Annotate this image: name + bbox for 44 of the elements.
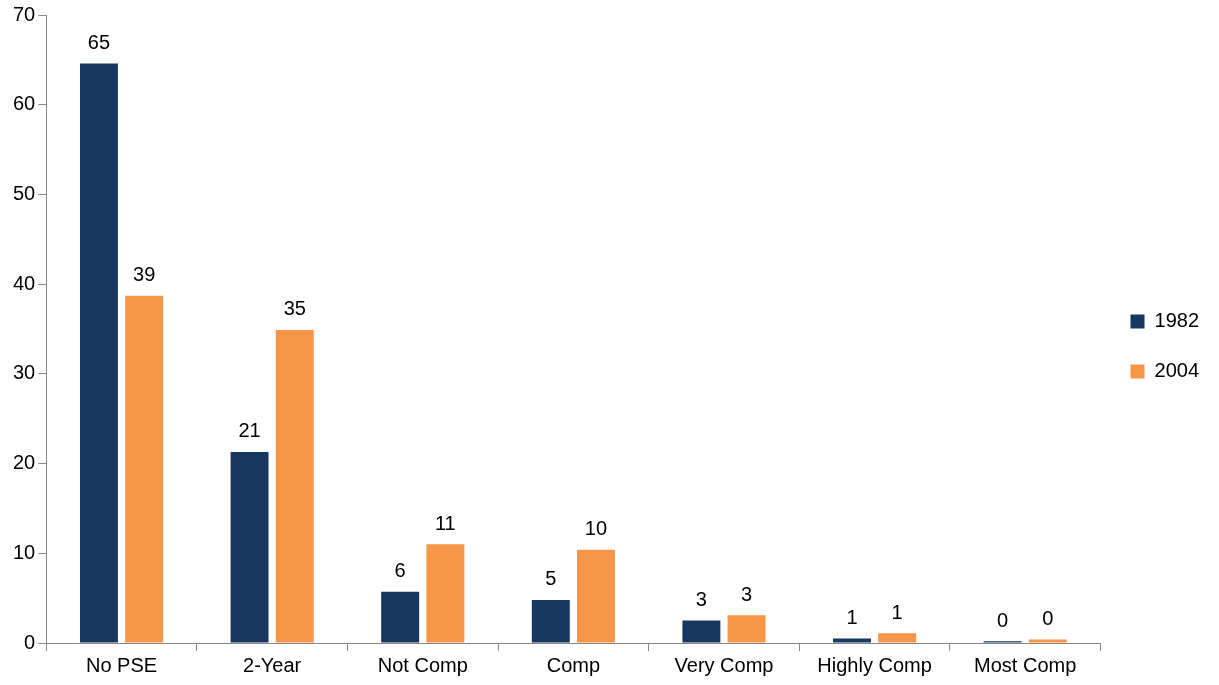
x-tick-label: 2-Year — [243, 653, 302, 676]
bar — [125, 295, 164, 643]
bar — [833, 638, 871, 643]
y-tick-label: 50 — [13, 181, 36, 204]
data-label: 21 — [238, 419, 261, 442]
bar — [275, 329, 314, 643]
bar — [1028, 639, 1067, 643]
y-tick-label: 40 — [13, 271, 36, 294]
data-label: 35 — [283, 297, 306, 320]
x-tick-label: Highly Comp — [817, 653, 932, 676]
bar — [381, 591, 420, 643]
legend-label: 1982 — [1154, 309, 1200, 332]
data-label: 1 — [891, 600, 903, 623]
x-tick-label: Very Comp — [674, 653, 774, 676]
x-tick-label: Not Comp — [377, 653, 468, 676]
legend-label: 2004 — [1154, 359, 1200, 382]
bar — [79, 63, 118, 643]
data-label: 6 — [394, 559, 406, 582]
x-tick-label: Most Comp — [974, 653, 1077, 676]
data-label: 0 — [997, 608, 1009, 631]
data-label: 10 — [584, 517, 608, 540]
y-tick-label: 30 — [13, 361, 36, 384]
bar — [230, 451, 269, 643]
bar — [682, 620, 721, 643]
data-label: 1 — [846, 606, 858, 629]
data-label: 3 — [741, 582, 753, 605]
data-label: 5 — [545, 567, 557, 590]
y-tick-label: 10 — [13, 540, 36, 563]
data-label: 0 — [1042, 606, 1054, 629]
x-tick-label: No PSE — [85, 653, 158, 676]
y-tick-label: 70 — [13, 2, 36, 25]
data-label: 3 — [695, 588, 707, 611]
bar — [576, 549, 615, 643]
bar — [727, 615, 766, 643]
bar — [426, 544, 465, 643]
y-tick-label: 60 — [13, 92, 36, 115]
bar — [878, 633, 917, 643]
data-label: 11 — [434, 511, 456, 534]
bar — [531, 599, 570, 643]
data-label: 39 — [133, 263, 156, 286]
data-label: 65 — [87, 30, 111, 53]
y-tick-label: 20 — [13, 451, 36, 474]
y-tick-label: 0 — [24, 630, 36, 653]
x-tick-label: Comp — [546, 653, 601, 676]
